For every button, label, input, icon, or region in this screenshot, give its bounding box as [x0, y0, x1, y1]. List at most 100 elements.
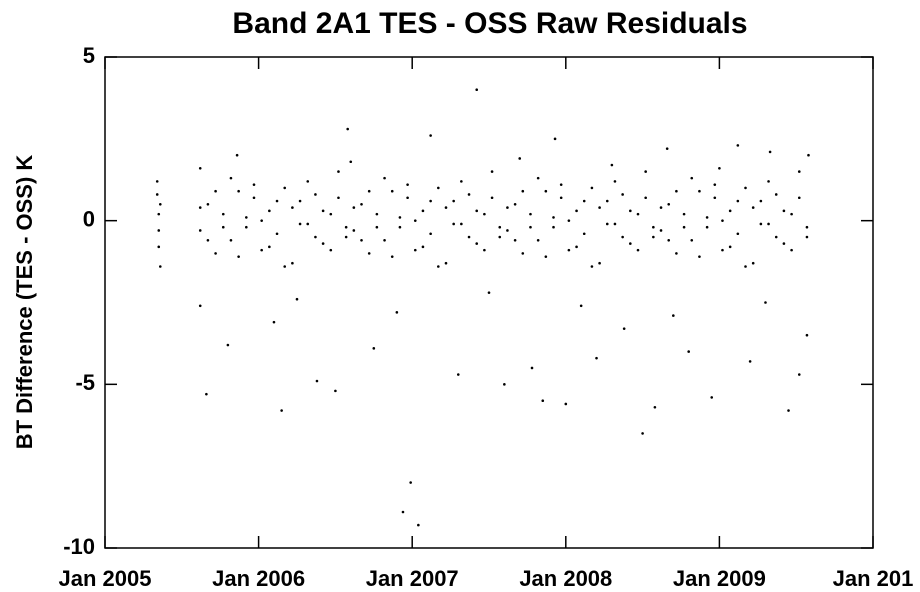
point: [728, 245, 732, 249]
point: [229, 239, 233, 242]
point: [475, 88, 479, 92]
point: [790, 248, 793, 252]
point: [158, 265, 162, 268]
point: [456, 373, 460, 376]
point: [205, 392, 208, 396]
point: [705, 216, 709, 219]
point: [759, 222, 763, 226]
point: [629, 242, 632, 245]
point: [690, 239, 694, 242]
point: [736, 199, 740, 203]
point: [367, 189, 371, 193]
point: [275, 199, 279, 203]
point: [337, 170, 340, 173]
point: [390, 189, 394, 193]
point: [744, 265, 747, 268]
point: [198, 229, 202, 232]
point: [744, 186, 747, 190]
point: [536, 239, 540, 242]
point: [559, 183, 563, 186]
point: [682, 225, 686, 229]
point: [797, 373, 801, 376]
point: [487, 291, 491, 294]
point: [629, 209, 632, 213]
point: [272, 320, 276, 324]
point: [652, 225, 655, 229]
point: [768, 150, 772, 154]
point: [506, 229, 509, 232]
point: [721, 248, 724, 252]
point: [595, 356, 598, 360]
point: [352, 229, 356, 232]
point: [360, 239, 363, 242]
point: [564, 402, 568, 406]
point: [198, 206, 202, 209]
point: [774, 235, 778, 239]
point: [321, 209, 325, 213]
point: [665, 147, 669, 150]
point: [334, 389, 337, 393]
point: [672, 314, 675, 317]
point: [490, 196, 494, 200]
point: [797, 170, 801, 173]
point: [155, 193, 159, 196]
point: [329, 212, 333, 216]
point: [498, 235, 502, 239]
point: [375, 212, 379, 216]
point: [226, 343, 230, 347]
point: [360, 203, 363, 206]
point: [598, 261, 601, 265]
point: [622, 327, 626, 330]
x-tick-label: Jan 2005: [59, 566, 152, 591]
point: [582, 232, 586, 236]
point: [390, 255, 394, 258]
point: [429, 232, 432, 236]
point: [344, 235, 348, 239]
point: [705, 225, 709, 229]
y-tick-label: 0: [83, 206, 95, 231]
point: [667, 239, 671, 242]
point: [710, 396, 714, 399]
point: [367, 252, 371, 255]
point: [530, 366, 534, 370]
point: [659, 229, 663, 232]
point: [417, 523, 420, 527]
point: [782, 242, 786, 245]
point: [613, 222, 617, 226]
point: [155, 180, 159, 183]
point: [544, 255, 548, 258]
point: [383, 176, 386, 180]
point: [280, 409, 283, 412]
point: [653, 405, 657, 409]
point: [736, 232, 740, 236]
point: [544, 189, 548, 193]
point: [590, 186, 594, 190]
point: [787, 409, 790, 412]
point: [567, 248, 571, 252]
y-axis-label: BT Difference (TES - OSS) K: [12, 155, 37, 450]
chart-title: Band 2A1 TES - OSS Raw Residuals: [232, 7, 747, 40]
point: [764, 301, 767, 304]
point: [751, 206, 755, 209]
point: [652, 235, 655, 239]
point: [797, 196, 801, 200]
point: [575, 209, 578, 213]
point: [346, 127, 349, 131]
point: [372, 347, 376, 350]
point: [401, 510, 405, 514]
point: [767, 222, 770, 226]
point: [698, 255, 701, 258]
point: [260, 219, 263, 222]
point: [268, 209, 271, 213]
point: [467, 193, 471, 196]
point: [598, 206, 601, 209]
point: [291, 261, 294, 265]
point: [206, 239, 210, 242]
point: [748, 360, 752, 363]
x-tick-label: Jan 2006: [212, 566, 305, 591]
point: [736, 144, 740, 147]
point: [245, 216, 248, 219]
point: [321, 242, 325, 245]
point: [157, 245, 161, 249]
point: [349, 160, 353, 164]
